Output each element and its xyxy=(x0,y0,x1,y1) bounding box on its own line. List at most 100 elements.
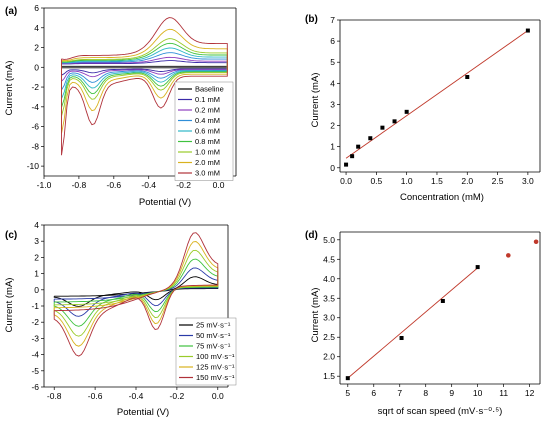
y-tick-label: 2 xyxy=(34,43,39,53)
data-point xyxy=(380,125,385,130)
legend-entry: 0.2 mM xyxy=(195,106,220,115)
panel-b-x-ticks: 0.0 0.5 1.0 1.5 2.0 2.5 3.0 xyxy=(340,172,534,186)
panel-b-fit-line xyxy=(345,30,529,159)
x-tick-label: 7 xyxy=(397,388,402,398)
cv-curve xyxy=(61,65,228,69)
y-tick-label: 0 xyxy=(34,62,39,72)
x-tick-label: -0.6 xyxy=(106,180,121,190)
y-tick-label: 2.5 xyxy=(323,332,335,342)
x-tick-label: 0.5 xyxy=(370,176,382,186)
x-tick-label: 0.0 xyxy=(212,391,224,401)
x-tick-label: 8 xyxy=(423,388,428,398)
y-tick-label: -8 xyxy=(31,141,39,151)
panel-d-y-ticks: 1.5 2.0 2.5 3.0 3.5 4.0 4.5 5.0 xyxy=(323,235,340,381)
panel-c-x-ticks: -0.8 -0.6 -0.4 -0.2 0.0 xyxy=(47,387,224,401)
data-point xyxy=(404,109,409,114)
y-tick-label: -10 xyxy=(27,161,40,171)
y-tick-label: 4.0 xyxy=(323,274,335,284)
y-tick-label: 1.5 xyxy=(323,371,335,381)
cv-curve xyxy=(53,249,219,337)
x-tick-label: -0.2 xyxy=(170,391,185,401)
x-tick-label: 6 xyxy=(371,388,376,398)
y-tick-label: -4 xyxy=(31,350,39,360)
y-tick-label: 3 xyxy=(34,236,39,246)
x-tick-label: -0.2 xyxy=(176,180,191,190)
legend-entry: 50 mV·s⁻¹ xyxy=(196,331,231,340)
legend-box xyxy=(175,317,237,386)
y-tick-label: -4 xyxy=(31,102,39,112)
cv-curve xyxy=(53,276,219,307)
panel-b-points xyxy=(344,28,530,167)
x-tick-label: 9 xyxy=(449,388,454,398)
panel-b-y-ticks: 0 1 2 3 4 5 6 7 xyxy=(330,15,340,173)
y-tick-label: -2 xyxy=(31,317,39,327)
data-point xyxy=(344,162,349,167)
panel-d-ylabel: Current (mA) xyxy=(310,288,321,343)
y-tick-label: 2 xyxy=(330,121,335,131)
panel-d-xlabel: sqrt of scan speed (mV·s⁻⁰·⁵) xyxy=(378,406,503,417)
panel-b-xlabel: Concentration (mM) xyxy=(400,192,484,203)
x-tick-label: -0.8 xyxy=(47,391,62,401)
legend-entry: 25 mV·s⁻¹ xyxy=(196,321,231,330)
y-tick-label: 4 xyxy=(34,220,39,230)
panel-c-curves xyxy=(53,232,219,357)
outlier-point xyxy=(506,253,511,258)
y-tick-label: -5 xyxy=(31,366,39,376)
panel-d-points xyxy=(345,239,539,381)
panel-d-fit-line xyxy=(347,267,478,379)
x-tick-label: 11 xyxy=(499,388,508,398)
y-tick-label: 6 xyxy=(34,3,39,13)
y-tick-label: 3.5 xyxy=(323,293,335,303)
y-tick-label: 1 xyxy=(330,142,335,152)
data-point xyxy=(399,336,404,341)
y-tick-label: 0 xyxy=(330,163,335,173)
x-tick-label: 1.0 xyxy=(401,176,413,186)
y-tick-label: 3 xyxy=(330,99,335,109)
panel-d: (d) 5 6 7 8 9 10 11 12 1.5 2.0 2.5 3.0 3.5 4.0 4.5 5.0… xyxy=(305,230,541,417)
y-tick-label: 2 xyxy=(34,252,39,262)
legend-entry: 3.0 mM xyxy=(195,169,220,178)
data-point xyxy=(440,298,445,303)
y-tick-label: -1 xyxy=(31,301,39,311)
cv-curve xyxy=(53,232,219,357)
y-tick-label: -2 xyxy=(31,82,39,92)
panel-b-label: (b) xyxy=(305,14,318,25)
x-tick-label: 10 xyxy=(473,388,483,398)
x-tick-label: -1.0 xyxy=(37,180,52,190)
cv-curve xyxy=(53,267,219,317)
data-point xyxy=(525,28,530,33)
x-tick-label: 12 xyxy=(525,388,535,398)
panel-c-label: (c) xyxy=(5,230,17,241)
legend-entry: 100 mV·s⁻¹ xyxy=(196,352,235,361)
x-tick-label: 3.0 xyxy=(522,176,534,186)
legend-entry: 1.0 mM xyxy=(195,148,220,157)
y-tick-label: 4 xyxy=(34,23,39,33)
data-point xyxy=(392,119,397,124)
panel-a: (a) -1.0 -0.8 -0.6 -0.4 -0.2 0.0 -10 -8 -6 -4 -2 0… xyxy=(4,3,237,208)
data-point xyxy=(368,136,373,141)
fit-line xyxy=(347,267,478,379)
x-tick-label: -0.6 xyxy=(88,391,103,401)
x-tick-label: -0.4 xyxy=(129,391,144,401)
y-tick-label: 5.0 xyxy=(323,235,335,245)
panel-d-label: (d) xyxy=(305,230,318,241)
y-tick-label: 3.0 xyxy=(323,313,335,323)
x-tick-label: -0.8 xyxy=(72,180,87,190)
y-tick-label: 7 xyxy=(330,15,335,25)
x-tick-label: -0.4 xyxy=(141,180,156,190)
data-point xyxy=(475,265,480,270)
y-tick-label: 2.0 xyxy=(323,352,335,362)
panel-a-xlabel: Potential (V) xyxy=(139,197,191,208)
cv-curve xyxy=(61,17,228,156)
fit-line xyxy=(345,30,529,159)
legend-entry: Baseline xyxy=(195,85,224,94)
legend-entry: 75 mV·s⁻¹ xyxy=(196,342,231,351)
y-tick-label: 0 xyxy=(34,285,39,295)
data-point xyxy=(356,144,361,149)
legend-entry: 0.1 mM xyxy=(195,95,220,104)
panel-c: (c) -0.8 -0.6 -0.4 -0.2 0.0 -6 -5 -4 -3 -2 -1 0 1 2 3… xyxy=(4,220,237,418)
legend-entry: 125 mV·s⁻¹ xyxy=(196,363,235,372)
